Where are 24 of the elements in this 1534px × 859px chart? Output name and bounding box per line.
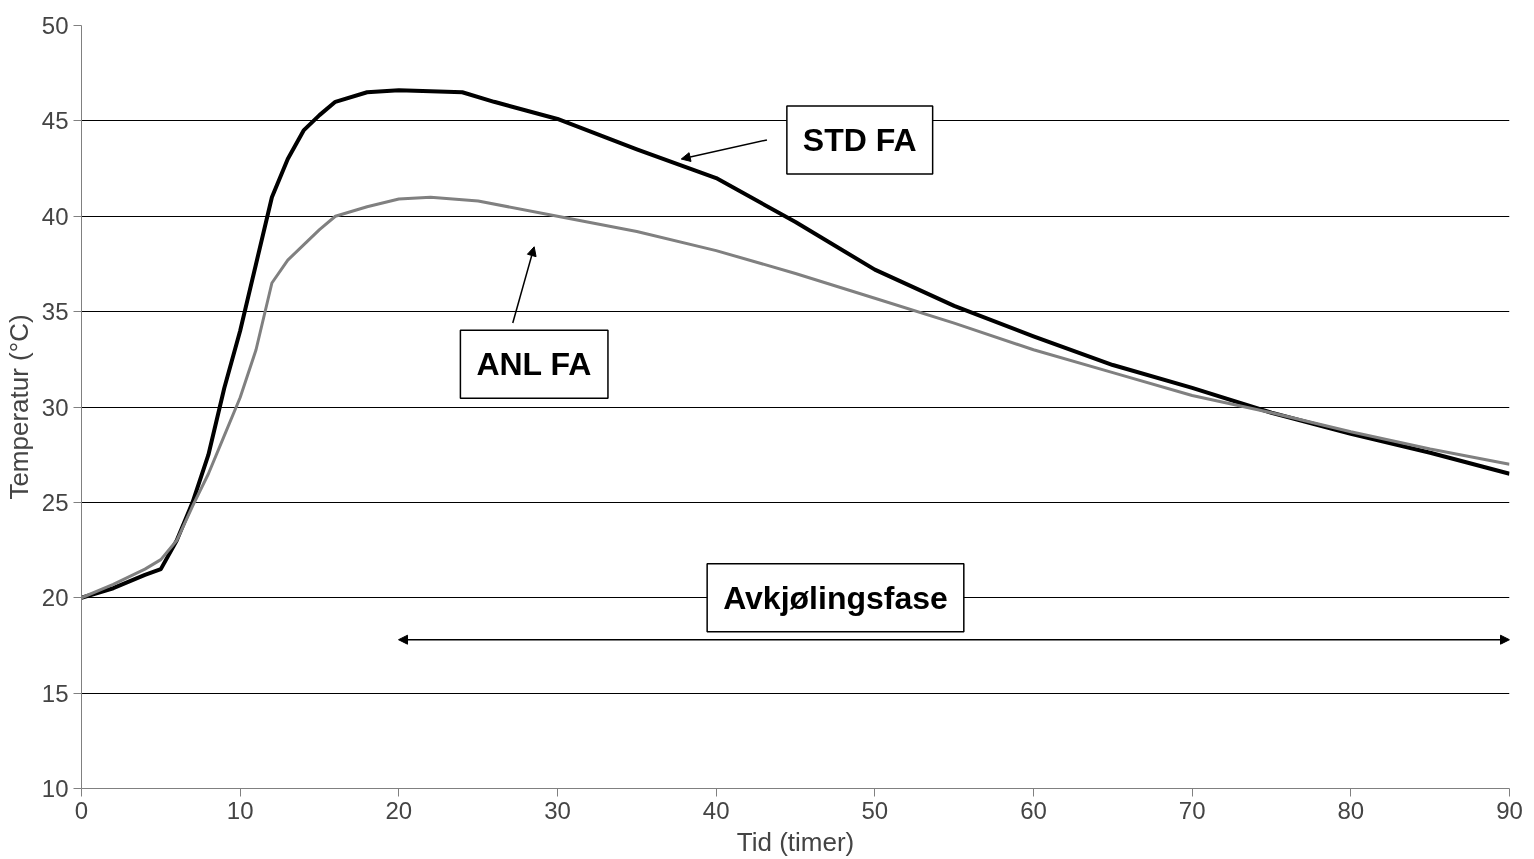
annotation: ANL FA — [476, 346, 592, 383]
y-tick-label: 25 — [41, 488, 69, 516]
x-tick-label: 60 — [1020, 796, 1047, 824]
x-tick-label: 90 — [1496, 796, 1523, 824]
y-axis-title: Temperatur (°C) — [3, 314, 34, 500]
y-tick-label: 10 — [41, 775, 69, 802]
x-tick-label: 10 — [226, 796, 254, 824]
x-axis-title: Tid (timer) — [736, 826, 855, 857]
x-tick-label: 80 — [1337, 796, 1365, 824]
x-tick-label: 40 — [702, 796, 730, 824]
x-tick-label: 70 — [1178, 796, 1206, 824]
x-tick-label: 0 — [74, 796, 89, 824]
y-tick-label: 15 — [41, 679, 69, 707]
annotation: Avkjølingsfase — [723, 579, 948, 616]
y-tick-label: 50 — [41, 12, 69, 39]
x-tick-label: 30 — [544, 796, 571, 824]
annotation: STD FA — [802, 121, 917, 158]
y-tick-label: 35 — [41, 298, 69, 326]
y-tick-label: 40 — [41, 202, 69, 230]
y-tick-label: 30 — [41, 393, 69, 421]
y-tick-label: 20 — [41, 584, 69, 612]
y-tick-label: 45 — [41, 107, 69, 135]
x-tick-label: 20 — [385, 796, 413, 824]
x-tick-label: 50 — [861, 796, 889, 824]
